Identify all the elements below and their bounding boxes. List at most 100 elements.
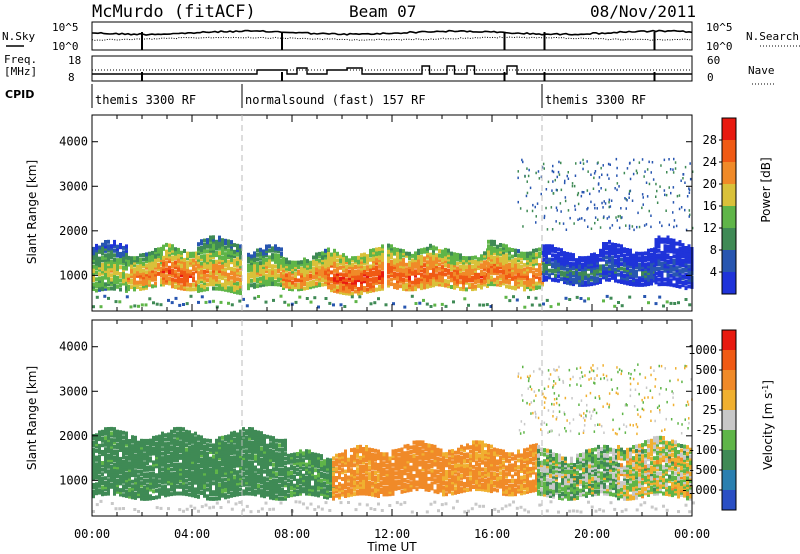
scatter-cell <box>154 272 157 277</box>
scatter-cell <box>245 480 248 485</box>
scatter-cell <box>212 450 215 455</box>
scatter-cell <box>125 485 128 489</box>
scatter-cell <box>230 464 233 469</box>
scatter-cell <box>265 269 268 273</box>
scatter-cell <box>98 468 101 473</box>
scatter-cell <box>233 260 236 265</box>
scatter-cell <box>378 249 381 254</box>
scatter-cell <box>262 280 265 285</box>
scatter-cell <box>200 286 203 290</box>
scatter-cell <box>641 274 644 278</box>
scatter-cell <box>209 461 212 466</box>
scatter-cell <box>158 436 161 441</box>
scatter-cell <box>101 244 104 249</box>
scatter-cell <box>366 274 369 279</box>
scatter-cell <box>209 244 212 249</box>
scatter-cell <box>306 283 309 288</box>
scatter-cell <box>142 275 145 280</box>
scatter-cell <box>128 452 131 457</box>
scatter-cell <box>487 250 490 255</box>
scatter-cell <box>291 287 294 292</box>
ground-scatter-cell <box>658 295 662 299</box>
ground-scatter-cell <box>287 303 290 307</box>
sparse-cell <box>689 177 692 181</box>
scatter-cell <box>477 261 480 266</box>
scatter-cell <box>173 478 176 483</box>
scatter-cell <box>101 280 104 285</box>
scatter-cell <box>131 490 134 495</box>
scatter-cell <box>520 251 523 256</box>
scatter-cell <box>438 249 441 254</box>
scatter-cell <box>480 258 483 263</box>
scatter-cell <box>554 269 557 274</box>
scatter-cell <box>435 275 438 280</box>
scatter-cell <box>170 487 173 492</box>
sparse-cell <box>607 162 610 166</box>
scatter-cell <box>92 458 95 463</box>
scatter-cell <box>98 281 101 286</box>
scatter-cell <box>345 284 348 289</box>
sparse-cell <box>597 218 599 221</box>
scatter-cell <box>104 248 107 253</box>
scatter-cell <box>420 286 423 291</box>
scatter-cell <box>423 256 426 261</box>
scatter-cell <box>107 431 110 436</box>
scatter-cell <box>405 278 408 283</box>
scatter-cell <box>92 255 95 260</box>
scatter-cell <box>272 456 275 461</box>
scatter-cell <box>312 280 315 284</box>
scatter-cell <box>287 478 290 483</box>
scatter-cell <box>614 267 617 272</box>
scatter-cell <box>402 258 405 262</box>
scatter-cell <box>224 444 227 449</box>
scatter-cell <box>149 474 152 479</box>
scatter-cell <box>170 460 173 465</box>
scatter-cell <box>360 282 363 287</box>
scatter-cell <box>122 268 125 273</box>
scatter-cell <box>160 269 163 274</box>
scatter-cell <box>602 248 605 253</box>
scatter-cell <box>456 270 459 275</box>
scatter-cell <box>161 460 164 465</box>
scatter-cell <box>578 271 581 276</box>
scatter-cell <box>206 445 209 450</box>
scatter-cell <box>563 262 566 267</box>
scatter-cell <box>256 261 259 266</box>
scatter-cell <box>281 452 284 457</box>
scatter-cell <box>176 438 179 443</box>
scatter-cell <box>212 248 215 253</box>
scatter-cell <box>284 476 287 481</box>
scatter-cell <box>215 266 218 271</box>
scatter-cell <box>321 253 324 258</box>
scatter-cell <box>414 278 417 283</box>
sparse-cell <box>616 182 619 185</box>
scatter-cell <box>248 442 251 447</box>
scatter-cell <box>212 490 215 495</box>
scatter-cell <box>218 489 221 494</box>
scatter-cell <box>324 264 327 269</box>
scatter-cell <box>297 287 300 292</box>
scatter-cell <box>92 278 95 282</box>
scatter-cell <box>221 473 224 478</box>
scatter-cell <box>644 271 647 276</box>
sparse-cell <box>567 177 570 180</box>
scatter-cell <box>650 263 653 268</box>
scatter-cell <box>336 265 339 270</box>
sparse-cell <box>593 203 596 207</box>
scatter-cell <box>578 273 581 278</box>
scatter-cell <box>113 476 116 481</box>
scatter-cell <box>456 281 459 286</box>
scatter-cell <box>265 264 268 269</box>
scatter-cell <box>444 279 447 284</box>
scatter-cell <box>221 247 224 252</box>
scatter-cell <box>192 276 195 281</box>
scatter-cell <box>663 259 667 264</box>
scatter-cell <box>672 263 676 268</box>
scatter-cell <box>221 285 224 289</box>
scatter-cell <box>660 253 664 258</box>
scatter-cell <box>535 259 538 264</box>
ground-scatter-cell <box>440 302 444 306</box>
scatter-cell <box>110 279 113 284</box>
scatter-cell <box>282 274 285 279</box>
